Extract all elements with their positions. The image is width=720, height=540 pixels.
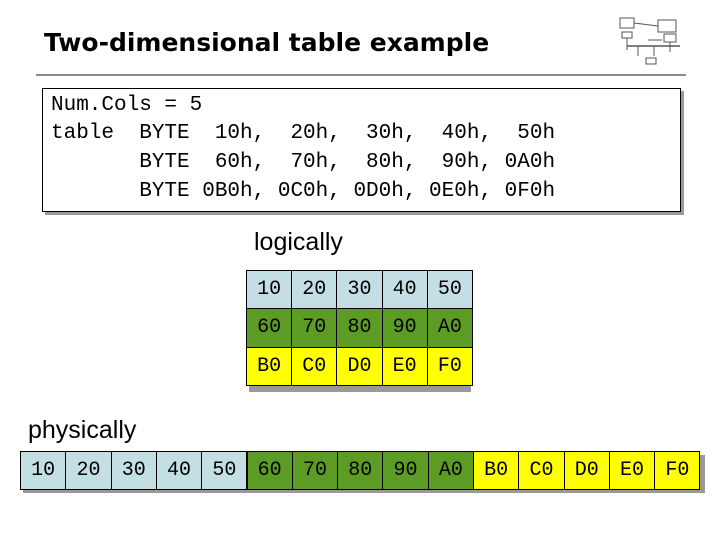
logical-cell: 30 [336,270,383,310]
logical-cell: F0 [426,346,473,386]
physical-cell: 90 [382,451,429,490]
diagram-thumbnail-icon [619,17,680,65]
physical-cell: 20 [65,451,112,490]
physical-cell: 80 [337,451,384,490]
logical-cell: 40 [381,270,428,310]
logical-cell: 90 [381,308,428,348]
physical-cell: 30 [110,451,157,490]
physical-label: physically [28,416,137,444]
physical-cell: F0 [654,451,701,490]
code-listing: Num.Cols = 5 table BYTE 10h, 20h, 30h, 4… [42,88,681,212]
physical-cell: D0 [563,451,610,490]
logical-cell: 70 [291,308,338,348]
physical-cell: 10 [20,451,67,490]
logical-cell: 80 [336,308,383,348]
physical-cell: 50 [201,451,248,490]
logical-cell: 20 [291,270,338,310]
physical-cell: C0 [518,451,565,490]
logical-cell: C0 [291,346,338,386]
physical-cell: A0 [427,451,474,490]
code-line: table BYTE 10h, 20h, 30h, 40h, 50h [51,122,556,145]
logical-cell: 10 [246,270,293,310]
logical-label: logically [254,228,343,256]
physical-cell: 60 [246,451,293,490]
logical-cell: D0 [336,346,383,386]
physical-cell: 40 [155,451,203,490]
physical-cell: 70 [291,451,339,490]
logical-cell: 50 [426,270,473,310]
logical-cell: E0 [381,346,428,386]
physical-cell: B0 [473,451,520,490]
slide-title: Two-dimensional table example [44,28,490,57]
logical-cell: A0 [426,308,473,348]
logical-cell: 60 [246,308,293,348]
code-line: Num.Cols = 5 [51,94,203,117]
code-line: BYTE 0B0h, 0C0h, 0D0h, 0E0h, 0F0h [51,180,556,203]
title-divider [36,74,686,76]
logical-cell: B0 [246,346,293,386]
code-line: BYTE 60h, 70h, 80h, 90h, 0A0h [51,151,556,174]
physical-cell: E0 [608,451,656,490]
